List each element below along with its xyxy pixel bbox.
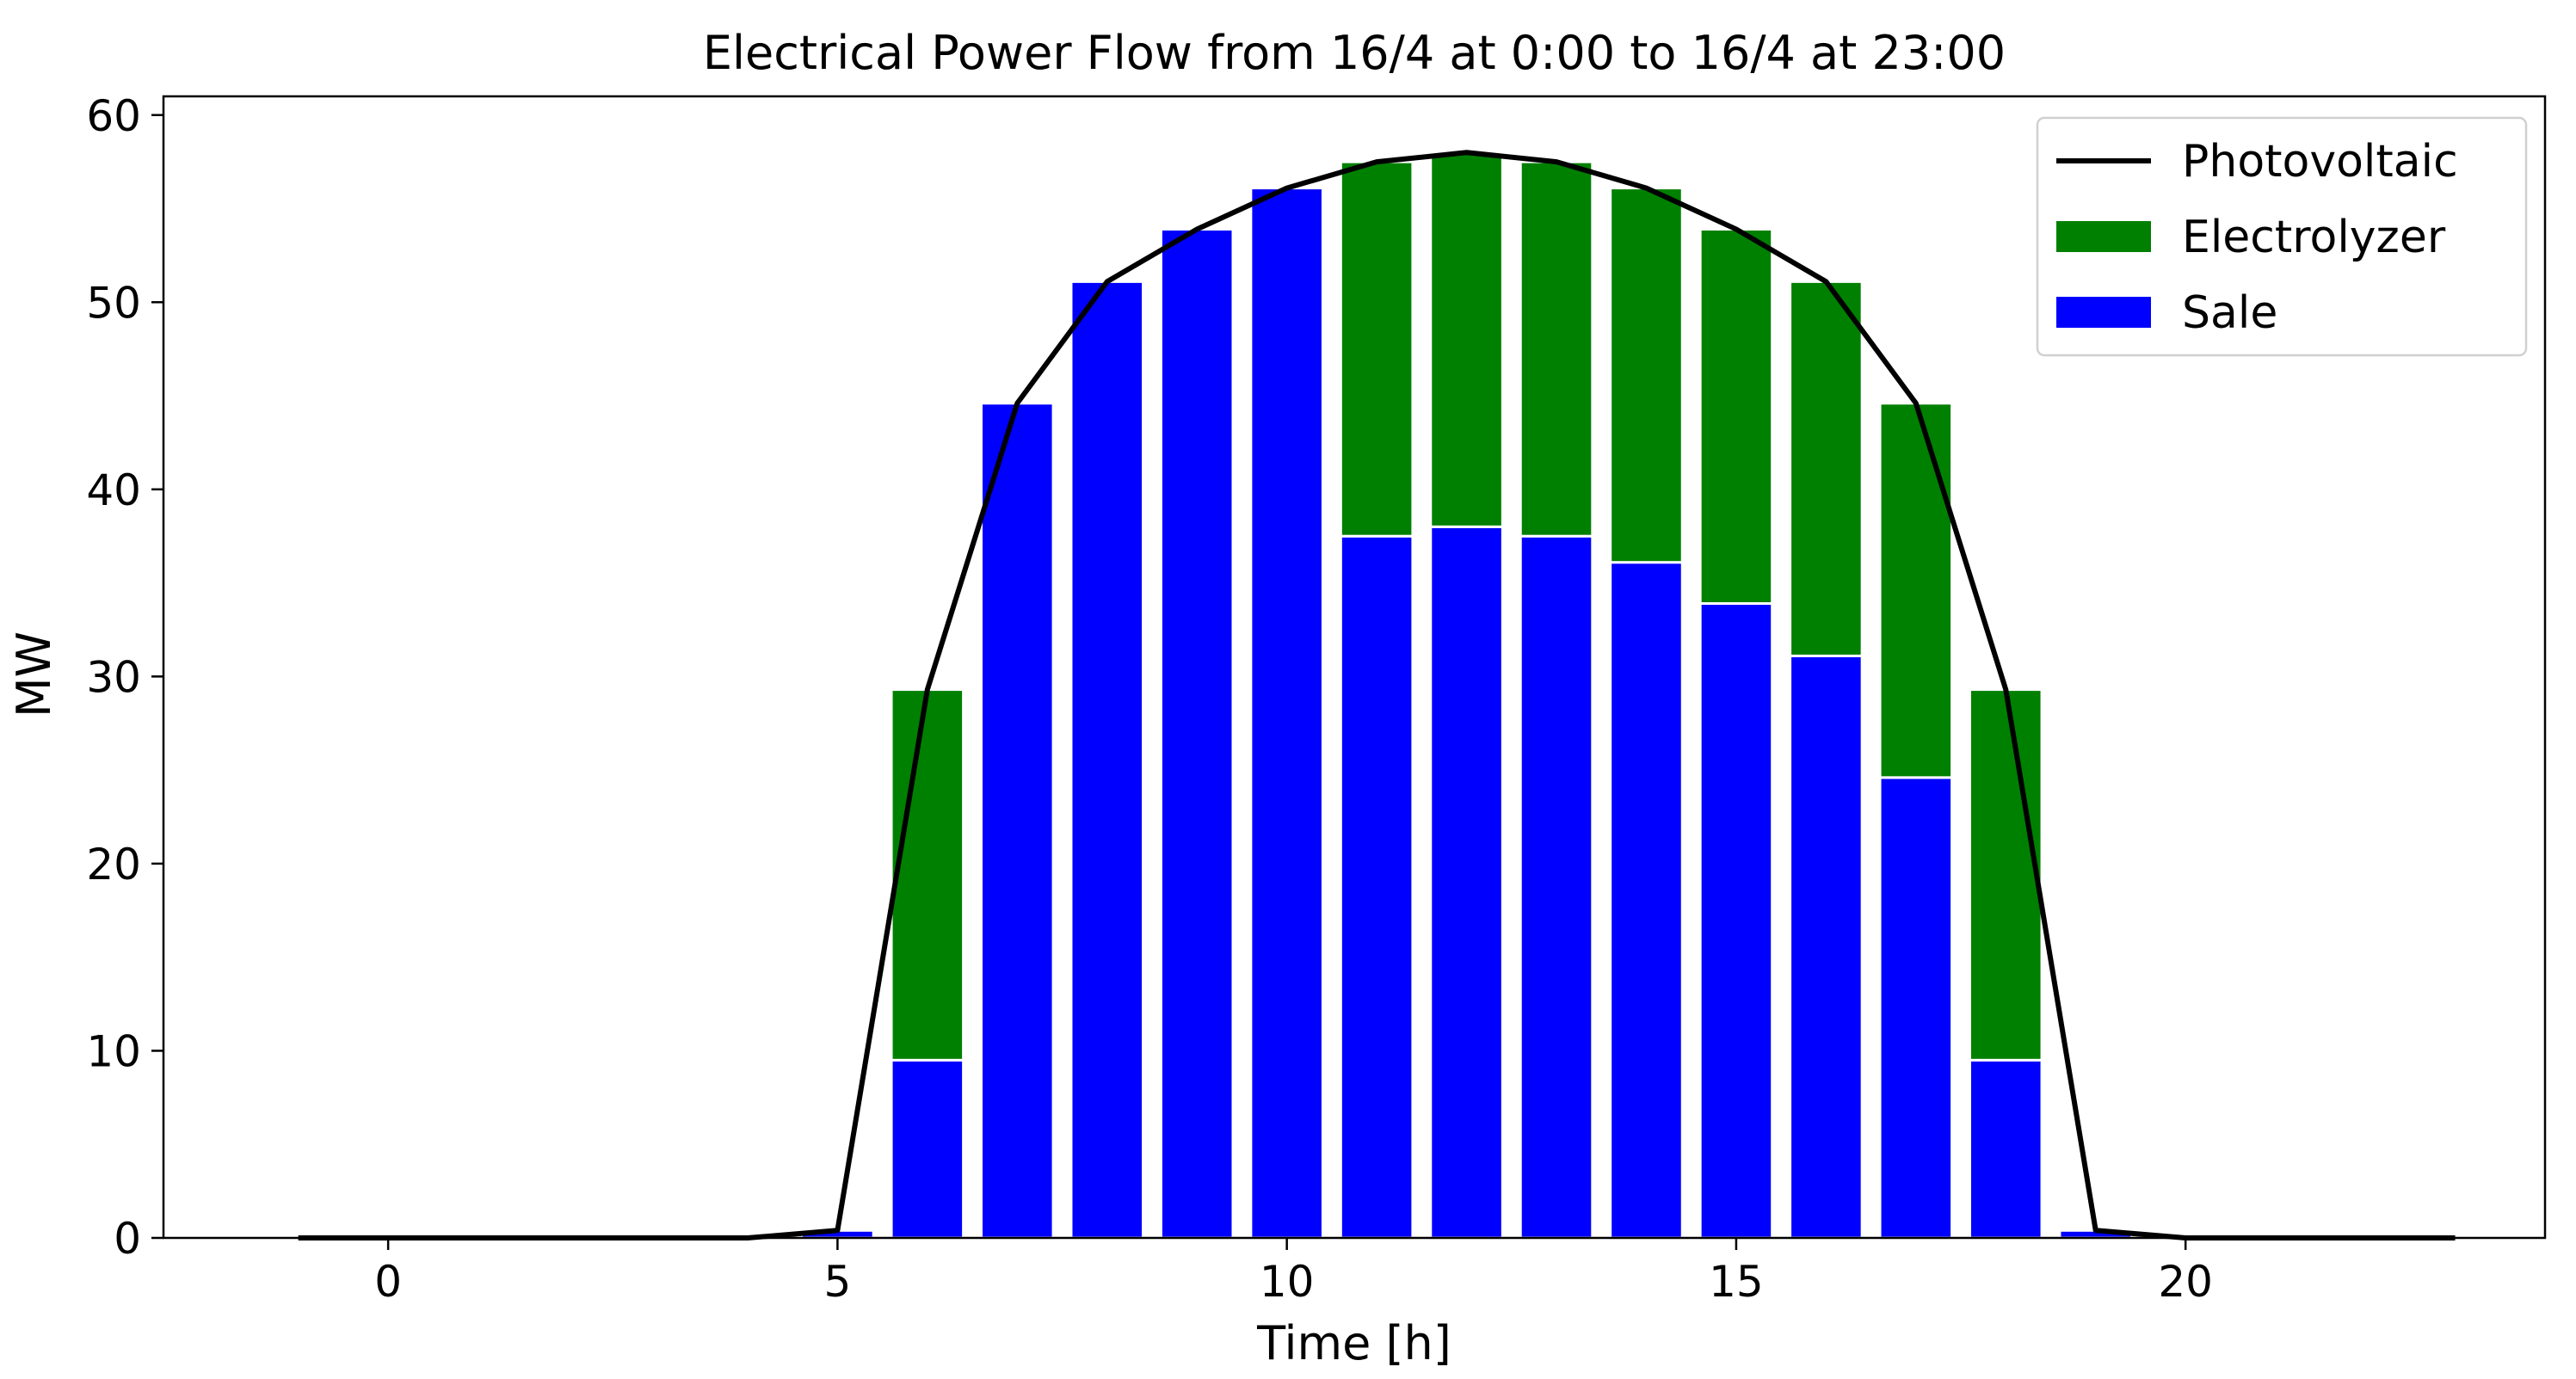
electrolyzer-bar bbox=[1519, 160, 1594, 538]
x-tick-label: 15 bbox=[1709, 1257, 1764, 1307]
legend-label: Electrolyzer bbox=[2182, 212, 2446, 263]
y-tick-label: 40 bbox=[86, 465, 141, 515]
legend: Photovoltaic Electrolyzer Sale bbox=[2036, 116, 2528, 357]
sale-bar bbox=[1249, 187, 1324, 1240]
x-axis-label: Time [h] bbox=[1256, 1316, 1451, 1370]
legend-swatch-electrolyzer bbox=[2056, 221, 2151, 252]
y-tick-label: 30 bbox=[86, 652, 141, 702]
sale-bar bbox=[1159, 227, 1235, 1240]
axes: 0 5 10 15 20 0 10 20 30 40 50 60 bbox=[86, 91, 2547, 1307]
chart-title: Electrical Power Flow from 16/4 at 0:00 … bbox=[703, 26, 2006, 80]
legend-swatch-sale bbox=[2056, 297, 2151, 328]
y-tick-label: 0 bbox=[114, 1214, 141, 1264]
plot-area bbox=[298, 150, 2456, 1240]
y-tick-label: 50 bbox=[86, 278, 141, 328]
electrolyzer-bar bbox=[1429, 151, 1504, 528]
plot-frame bbox=[162, 95, 2547, 1240]
sale-bar bbox=[1969, 1058, 2043, 1240]
legend-label: Photovoltaic bbox=[2182, 136, 2458, 188]
sale-bar bbox=[1069, 280, 1145, 1240]
electrolyzer-bar bbox=[890, 688, 965, 1062]
y-axis-label: MW bbox=[7, 631, 61, 717]
sale-bar bbox=[1339, 534, 1414, 1240]
x-tick-label: 20 bbox=[2158, 1257, 2213, 1307]
x-tick-label: 5 bbox=[823, 1257, 851, 1307]
electrolyzer-bar bbox=[1789, 280, 1864, 657]
y-tick-label: 10 bbox=[86, 1026, 141, 1076]
sale-bar bbox=[1878, 776, 1954, 1240]
y-tick-label: 60 bbox=[86, 91, 141, 141]
x-tick-label: 0 bbox=[374, 1257, 402, 1307]
sale-bar bbox=[1429, 525, 1504, 1240]
sale-bar bbox=[1789, 654, 1864, 1240]
sale-bar bbox=[1698, 602, 1774, 1240]
legend-label: Sale bbox=[2182, 287, 2277, 339]
x-tick-label: 10 bbox=[1260, 1257, 1315, 1307]
legend-box bbox=[2036, 116, 2528, 357]
sale-bar bbox=[1519, 534, 1594, 1240]
electrolyzer-bar bbox=[1698, 227, 1774, 606]
electrolyzer-bar bbox=[1609, 187, 1684, 564]
electrolyzer-bar bbox=[1969, 688, 2043, 1062]
sale-bar bbox=[890, 1058, 965, 1240]
electrolyzer-bar bbox=[1339, 160, 1414, 538]
sale-bar bbox=[980, 402, 1055, 1240]
y-tick-label: 20 bbox=[86, 840, 141, 890]
electrolyzer-bar bbox=[1878, 402, 1954, 779]
sale-bar bbox=[1609, 561, 1684, 1240]
